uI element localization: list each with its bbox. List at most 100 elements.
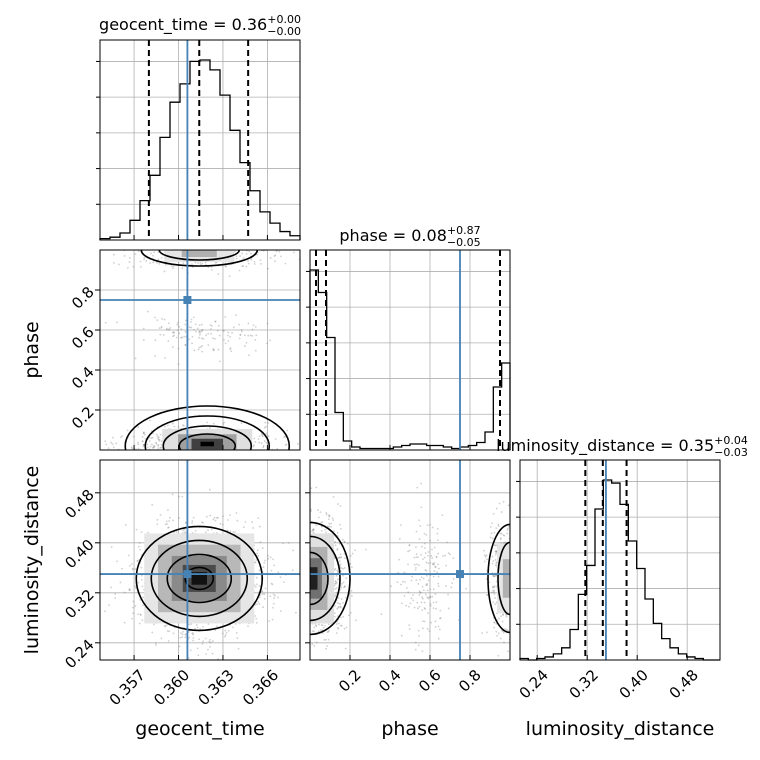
sample-point [131, 447, 134, 450]
sample-point [256, 253, 259, 256]
sample-point [243, 345, 246, 347]
sample-point [177, 426, 180, 428]
sample-point [286, 429, 289, 432]
sample-point [128, 261, 131, 263]
sample-point [410, 597, 413, 600]
sample-point [343, 585, 346, 588]
sample-point [212, 640, 214, 642]
sample-point [267, 557, 270, 560]
sample-point [308, 601, 310, 603]
sample-point [343, 553, 346, 555]
sample-point [437, 625, 440, 628]
sample-point [522, 619, 524, 621]
sample-point [350, 566, 353, 569]
sample-point [408, 544, 411, 547]
xlabel-luminosity-distance: luminosity_distance [526, 718, 715, 740]
sample-point [224, 342, 227, 345]
sample-point [516, 508, 518, 510]
sample-point [195, 450, 197, 452]
sample-point [213, 455, 215, 457]
sample-point [258, 585, 261, 587]
sample-point [334, 588, 336, 590]
sample-point [512, 596, 514, 598]
sample-point [255, 455, 257, 457]
sample-point [336, 581, 338, 584]
sample-point [262, 446, 265, 449]
sample-point [172, 267, 174, 270]
sample-point [418, 593, 421, 596]
sample-point [512, 582, 514, 584]
sample-point [205, 452, 207, 454]
sample-point [149, 464, 151, 466]
sample-point [421, 609, 424, 611]
sample-point [282, 542, 285, 545]
sample-point [326, 645, 329, 647]
sample-point [191, 263, 193, 266]
sample-point [498, 617, 501, 620]
sample-point [319, 511, 322, 514]
sample-point [306, 576, 308, 578]
sample-point [408, 605, 410, 608]
sample-point [150, 443, 153, 446]
sample-point [524, 509, 526, 511]
sample-point [437, 539, 439, 542]
sample-point [227, 246, 229, 248]
sample-point [415, 530, 418, 533]
sample-point [344, 557, 346, 560]
sample-point [304, 598, 306, 600]
sample-point [307, 603, 309, 605]
sample-point [225, 265, 228, 268]
sample-point [172, 632, 175, 635]
sample-point [306, 574, 308, 576]
sample-point [223, 338, 225, 341]
sample-point [221, 632, 224, 635]
sample-point [305, 563, 307, 565]
sample-point [426, 596, 428, 599]
sample-point [128, 589, 131, 591]
sample-point [301, 597, 303, 599]
sample-point [305, 559, 307, 561]
sample-point [187, 454, 189, 456]
sample-point [191, 342, 193, 345]
sample-point [140, 566, 143, 569]
sample-point [520, 580, 522, 582]
sample-point [334, 615, 336, 618]
sample-point [342, 574, 344, 577]
sample-point [163, 624, 166, 627]
sample-point [489, 536, 492, 539]
sample-point [412, 594, 414, 597]
sample-point [493, 593, 496, 595]
sample-point [184, 344, 187, 346]
sample-point [339, 624, 342, 627]
sample-point [405, 604, 408, 607]
xlabel-geocent-time: geocent_time [135, 718, 264, 740]
sample-point [217, 273, 220, 276]
sample-point [340, 616, 342, 619]
sample-point [183, 335, 186, 338]
sample-point [158, 262, 161, 265]
sample-point [525, 564, 527, 566]
sample-point [134, 585, 137, 588]
sample-point [427, 612, 429, 614]
sample-point [257, 438, 260, 440]
sample-point [422, 558, 424, 561]
sample-point [246, 246, 248, 248]
sample-point [226, 519, 229, 521]
sample-point [418, 605, 421, 608]
sample-point [161, 317, 163, 320]
sample-point [445, 584, 447, 587]
sample-point [308, 549, 310, 551]
sample-point [327, 630, 330, 633]
sample-point [308, 578, 310, 580]
sample-point [483, 554, 486, 557]
sample-point [195, 623, 198, 626]
sample-point [306, 572, 308, 574]
panel-frame-2-2 [519, 459, 721, 661]
sample-point [153, 251, 156, 254]
sample-point [494, 544, 497, 547]
sample-point [306, 477, 308, 479]
sample-point [514, 555, 516, 557]
sample-point [525, 570, 527, 572]
sample-point [304, 523, 306, 525]
sample-point [493, 586, 496, 589]
